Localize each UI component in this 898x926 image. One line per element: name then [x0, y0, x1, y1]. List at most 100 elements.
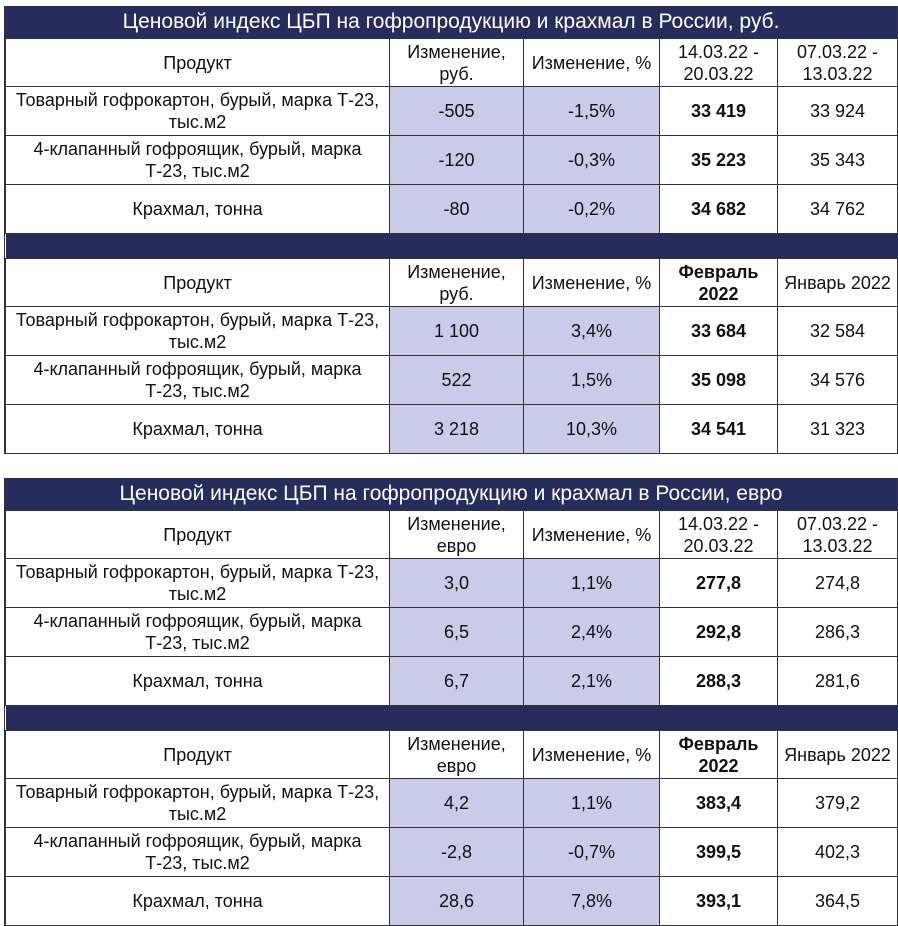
previous-value-cell: 281,6: [777, 656, 898, 706]
change-pct-cell: 1,1%: [523, 558, 660, 608]
header-period-current: 14.03.22 - 20.03.22: [659, 510, 778, 559]
previous-value-cell: 32 584: [777, 306, 898, 356]
header-change-abs: Изменение, руб.: [389, 38, 524, 87]
header-change-abs: Изменение, руб.: [389, 258, 524, 307]
table-title: Ценовой индекс ЦБП на гофропродукцию и к…: [5, 478, 897, 510]
header-period-current: Февраль 2022: [659, 258, 778, 307]
header-product: Продукт: [5, 510, 390, 559]
product-cell: 4-клапанный гофроящик, бурый, марка Т-23…: [5, 135, 390, 185]
change-pct-cell: 1,5%: [523, 355, 660, 405]
table-row: 4-клапанный гофроящик, бурый, марка Т-23…: [5, 607, 898, 657]
header-change-pct: Изменение, %: [523, 510, 660, 559]
change-abs-cell: 1 100: [389, 306, 524, 356]
change-pct-cell: -0,3%: [523, 135, 660, 185]
header-row: Продукт Изменение, руб. Изменение, % 14.…: [5, 38, 898, 87]
current-value-cell: 399,5: [659, 827, 778, 877]
header-product: Продукт: [5, 258, 390, 307]
table-row: 4-клапанный гофроящик, бурый, марка Т-23…: [5, 355, 898, 405]
section-divider: [5, 233, 898, 259]
previous-value-cell: 402,3: [777, 827, 898, 877]
change-abs-cell: 6,7: [389, 656, 524, 706]
product-cell: 4-клапанный гофроящик, бурый, марка Т-23…: [5, 827, 390, 877]
header-change-abs: Изменение, евро: [389, 510, 524, 559]
product-cell: Товарный гофрокартон, бурый, марка Т-23,…: [5, 86, 390, 136]
header-period-current: Февраль 2022: [659, 730, 778, 779]
header-row: Продукт Изменение, руб. Изменение, % Фев…: [5, 258, 898, 307]
header-change-pct: Изменение, %: [523, 38, 660, 87]
previous-value-cell: 364,5: [777, 876, 898, 926]
product-cell: Товарный гофрокартон, бурый, марка Т-23,…: [5, 778, 390, 828]
change-pct-cell: -1,5%: [523, 86, 660, 136]
current-value-cell: 292,8: [659, 607, 778, 657]
header-period-previous: Январь 2022: [777, 258, 898, 307]
change-abs-cell: 28,6: [389, 876, 524, 926]
table-row: 4-клапанный гофроящик, бурый, марка Т-23…: [5, 827, 898, 877]
table-row: Крахмал, тонна 28,6 7,8% 393,1 364,5: [5, 876, 898, 926]
product-cell: Крахмал, тонна: [5, 656, 390, 706]
product-cell: Крахмал, тонна: [5, 184, 390, 234]
current-value-cell: 383,4: [659, 778, 778, 828]
data-table: Продукт Изменение, руб. Изменение, % 14.…: [5, 38, 898, 454]
header-row: Продукт Изменение, евро Изменение, % Фев…: [5, 730, 898, 779]
header-change-abs: Изменение, евро: [389, 730, 524, 779]
product-cell: Товарный гофрокартон, бурый, марка Т-23,…: [5, 306, 390, 356]
change-pct-cell: 3,4%: [523, 306, 660, 356]
change-pct-cell: -0,7%: [523, 827, 660, 877]
current-value-cell: 34 541: [659, 404, 778, 454]
current-value-cell: 33 419: [659, 86, 778, 136]
product-cell: 4-клапанный гофроящик, бурый, марка Т-23…: [5, 607, 390, 657]
change-pct-cell: 1,1%: [523, 778, 660, 828]
previous-value-cell: 286,3: [777, 607, 898, 657]
data-table: Продукт Изменение, евро Изменение, % 14.…: [5, 510, 898, 926]
change-pct-cell: -0,2%: [523, 184, 660, 234]
current-value-cell: 288,3: [659, 656, 778, 706]
current-value-cell: 33 684: [659, 306, 778, 356]
product-cell: 4-клапанный гофроящик, бурый, марка Т-23…: [5, 355, 390, 405]
previous-value-cell: 35 343: [777, 135, 898, 185]
current-value-cell: 34 682: [659, 184, 778, 234]
header-row: Продукт Изменение, евро Изменение, % 14.…: [5, 510, 898, 559]
price-index-table-rub: Ценовой индекс ЦБП на гофропродукцию и к…: [4, 6, 898, 454]
table-row: Товарный гофрокартон, бурый, марка Т-23,…: [5, 86, 898, 136]
header-change-pct: Изменение, %: [523, 730, 660, 779]
change-pct-cell: 2,1%: [523, 656, 660, 706]
header-product: Продукт: [5, 38, 390, 87]
current-value-cell: 393,1: [659, 876, 778, 926]
header-product: Продукт: [5, 730, 390, 779]
table-row: Товарный гофрокартон, бурый, марка Т-23,…: [5, 306, 898, 356]
change-pct-cell: 2,4%: [523, 607, 660, 657]
header-change-pct: Изменение, %: [523, 258, 660, 307]
change-abs-cell: -505: [389, 86, 524, 136]
current-value-cell: 277,8: [659, 558, 778, 608]
change-abs-cell: -120: [389, 135, 524, 185]
table-row: Крахмал, тонна 3 218 10,3% 34 541 31 323: [5, 404, 898, 454]
header-period-previous: Январь 2022: [777, 730, 898, 779]
header-period-current: 14.03.22 - 20.03.22: [659, 38, 778, 87]
previous-value-cell: 34 576: [777, 355, 898, 405]
change-abs-cell: 3,0: [389, 558, 524, 608]
table-row: Товарный гофрокартон, бурый, марка Т-23,…: [5, 778, 898, 828]
change-abs-cell: 6,5: [389, 607, 524, 657]
table-row: Крахмал, тонна -80 -0,2% 34 682 34 762: [5, 184, 898, 234]
table-title: Ценовой индекс ЦБП на гофропродукцию и к…: [5, 6, 897, 38]
previous-value-cell: 31 323: [777, 404, 898, 454]
product-cell: Крахмал, тонна: [5, 404, 390, 454]
current-value-cell: 35 223: [659, 135, 778, 185]
change-pct-cell: 10,3%: [523, 404, 660, 454]
header-period-previous: 07.03.22 - 13.03.22: [777, 38, 898, 87]
change-abs-cell: -80: [389, 184, 524, 234]
change-abs-cell: 522: [389, 355, 524, 405]
previous-value-cell: 379,2: [777, 778, 898, 828]
header-period-previous: 07.03.22 - 13.03.22: [777, 510, 898, 559]
current-value-cell: 35 098: [659, 355, 778, 405]
previous-value-cell: 34 762: [777, 184, 898, 234]
change-abs-cell: 4,2: [389, 778, 524, 828]
table-row: 4-клапанный гофроящик, бурый, марка Т-23…: [5, 135, 898, 185]
change-pct-cell: 7,8%: [523, 876, 660, 926]
product-cell: Крахмал, тонна: [5, 876, 390, 926]
table-row: Товарный гофрокартон, бурый, марка Т-23,…: [5, 558, 898, 608]
previous-value-cell: 33 924: [777, 86, 898, 136]
price-index-table-eur: Ценовой индекс ЦБП на гофропродукцию и к…: [4, 478, 898, 926]
change-abs-cell: -2,8: [389, 827, 524, 877]
product-cell: Товарный гофрокартон, бурый, марка Т-23,…: [5, 558, 390, 608]
